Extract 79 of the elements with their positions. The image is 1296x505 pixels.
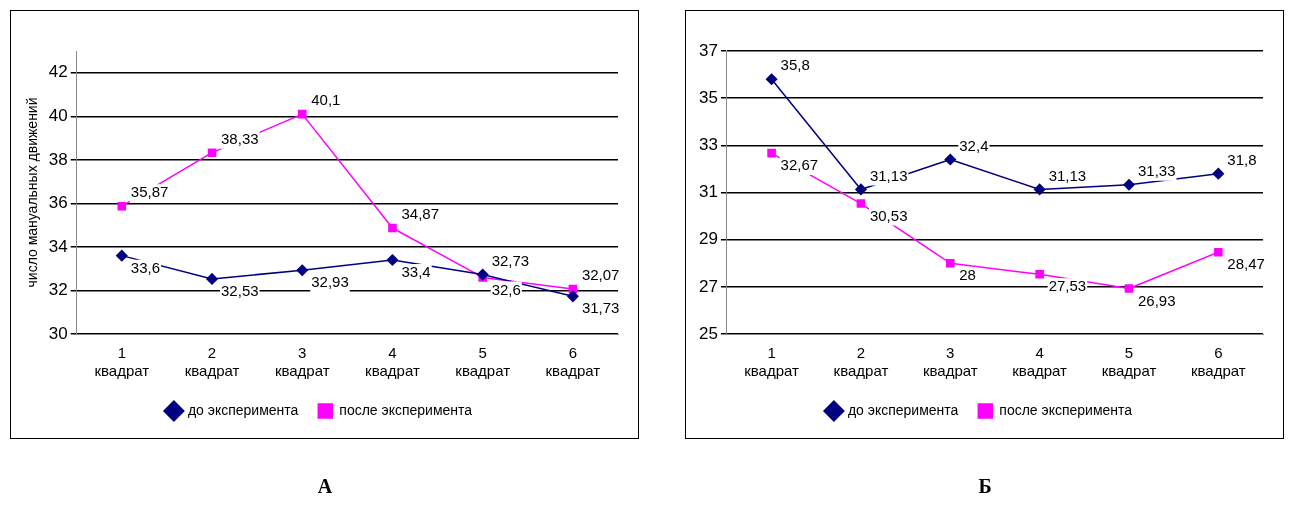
x-tick-label: 2 квадрат bbox=[184, 344, 240, 380]
y-tick-label: 40 bbox=[48, 106, 68, 125]
y-tick-label: 34 bbox=[48, 236, 68, 256]
point bbox=[765, 73, 778, 86]
data-label: 32,73 bbox=[491, 251, 530, 269]
data-label: 34,87 bbox=[401, 205, 440, 223]
y-axis-title: число мануальных движений bbox=[24, 97, 41, 288]
y-tick-label: 25 bbox=[698, 323, 718, 343]
x-tick-label: 1 квадрат bbox=[744, 344, 800, 380]
x-tick-label: 5 квадрат bbox=[1101, 344, 1157, 380]
point bbox=[386, 254, 399, 266]
point bbox=[117, 201, 127, 211]
x-tick-label: 6 квадрат bbox=[1190, 344, 1246, 380]
point bbox=[855, 183, 867, 196]
data-label: 31,13 bbox=[869, 166, 908, 184]
data-label: 32,4 bbox=[959, 136, 989, 154]
data-label: 35,8 bbox=[780, 56, 810, 74]
data-label: 32,67 bbox=[780, 156, 819, 174]
point bbox=[944, 153, 957, 166]
legend-label: после эксперимента bbox=[339, 401, 473, 418]
text: А bbox=[316, 475, 334, 498]
y-tick-label: 35 bbox=[698, 87, 718, 107]
data-label: 33,6 bbox=[130, 258, 161, 276]
data-label: 31,73 bbox=[581, 299, 620, 317]
x-tick-label: 3 квадрат bbox=[922, 344, 978, 380]
data-label: 28 bbox=[959, 266, 976, 284]
y-tick-label: 29 bbox=[698, 229, 718, 249]
data-label: 38,33 bbox=[221, 129, 259, 147]
x-tick-label: 4 квадрат bbox=[1012, 344, 1068, 380]
data-label: 35,87 bbox=[130, 183, 169, 201]
y-tick-label: 36 bbox=[48, 193, 68, 213]
point bbox=[206, 273, 218, 285]
point bbox=[767, 148, 776, 158]
data-label: 30,53 bbox=[869, 206, 908, 224]
data-label: 26,93 bbox=[1137, 291, 1176, 309]
x-tick-label: 4 квадрат bbox=[365, 344, 420, 380]
point bbox=[296, 264, 308, 276]
y-tick-label: 32 bbox=[48, 280, 68, 300]
data-label: 31,8 bbox=[1227, 150, 1257, 168]
data-label: 28,47 bbox=[1227, 255, 1265, 273]
data-label: 31,33 bbox=[1137, 161, 1176, 179]
text: Б bbox=[977, 475, 993, 498]
y-tick-label: 37 bbox=[698, 40, 718, 60]
y-tick-label: 31 bbox=[698, 182, 718, 202]
y-tick-label: 30 bbox=[48, 323, 68, 343]
x-tick-label: 5 квадрат bbox=[455, 344, 511, 380]
data-label: 31,13 bbox=[1048, 166, 1087, 184]
point bbox=[1124, 284, 1134, 293]
data-label: 32,53 bbox=[221, 282, 259, 300]
data-label: 33,4 bbox=[401, 263, 431, 281]
x-tick-label: 6 квадрат bbox=[545, 344, 601, 380]
x-tick-label: 1 квадрат bbox=[94, 344, 150, 380]
y-tick-label: 42 bbox=[48, 62, 68, 82]
y-tick-label: 33 bbox=[698, 135, 718, 155]
point bbox=[1033, 183, 1046, 196]
data-label: 32,6 bbox=[491, 280, 521, 298]
point bbox=[1035, 270, 1044, 279]
data-label: 27,53 bbox=[1048, 277, 1087, 295]
x-tick-label: 3 квадрат bbox=[274, 344, 330, 380]
point bbox=[388, 223, 397, 233]
point bbox=[476, 268, 489, 281]
x-tick-label: 2 квадрат bbox=[833, 344, 889, 380]
data-label: 32,07 bbox=[581, 266, 620, 284]
point bbox=[207, 148, 217, 157]
point bbox=[946, 258, 955, 268]
data-label: 40,1 bbox=[311, 91, 341, 109]
point bbox=[567, 290, 579, 303]
y-tick-label: 38 bbox=[48, 149, 68, 169]
legend-label: до эксперимента bbox=[847, 401, 959, 418]
legend-label: после эксперимента bbox=[999, 401, 1133, 418]
point bbox=[1214, 247, 1223, 257]
y-tick-label: 27 bbox=[698, 276, 718, 296]
data-label: 32,93 bbox=[311, 273, 349, 291]
point bbox=[297, 109, 307, 119]
legend-label: до эксперимента bbox=[187, 401, 299, 418]
point bbox=[1123, 178, 1135, 191]
point bbox=[1212, 167, 1225, 180]
point bbox=[856, 199, 866, 208]
point bbox=[116, 249, 128, 262]
